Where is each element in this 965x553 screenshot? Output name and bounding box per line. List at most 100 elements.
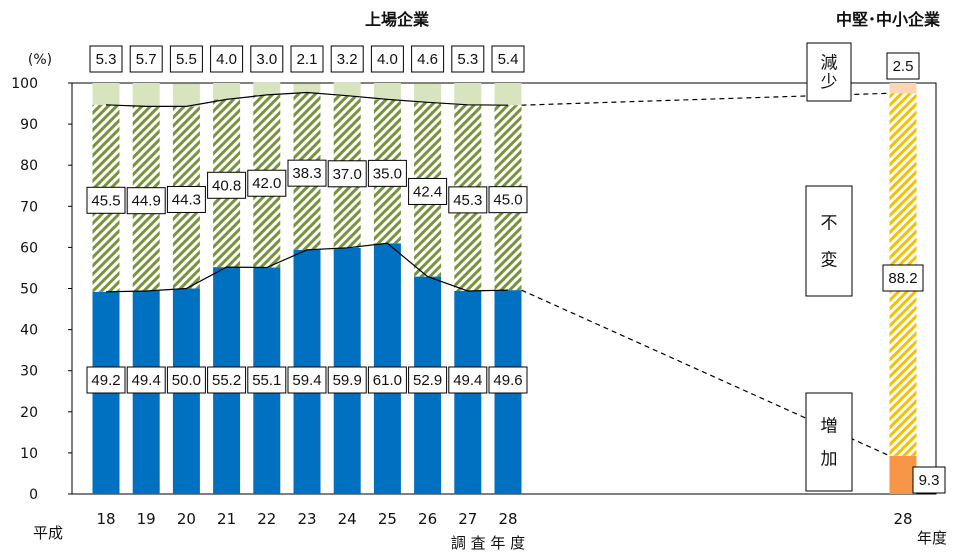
data-label-decrease: 5.3 — [451, 45, 485, 73]
data-label-decrease: 4.0 — [370, 45, 404, 73]
data-label-unchanged: 40.8 — [207, 171, 247, 199]
legend-unchanged-text: 不 — [821, 214, 838, 234]
data-label-unchanged: 35.0 — [367, 159, 407, 187]
data-label-increase: 49.4 — [126, 366, 166, 394]
y-tick-label: 80 — [20, 158, 38, 174]
sme-data-label-unchanged: 88.2 — [882, 264, 924, 292]
data-label-decrease-text: 3.2 — [337, 51, 358, 68]
data-label-unchanged-text: 40.8 — [212, 177, 241, 194]
y-tick-label: 90 — [20, 117, 38, 133]
data-label-unchanged-text: 44.3 — [172, 191, 201, 208]
data-label-decrease-text: 4.0 — [377, 51, 398, 68]
sme-group-label: 中堅･中小企業 — [836, 10, 941, 29]
x-tick-label: 25 — [378, 510, 397, 528]
data-label-unchanged-text: 45.3 — [453, 192, 482, 209]
data-label-increase-box — [287, 366, 327, 394]
data-label-decrease: 3.0 — [250, 45, 284, 73]
bar-decrease — [373, 83, 401, 100]
data-label-decrease-box — [491, 45, 525, 73]
y-tick-label: 40 — [20, 323, 38, 339]
data-label-increase: 55.1 — [247, 366, 287, 394]
x-tick-label: 26 — [418, 510, 437, 528]
data-label-decrease: 2.1 — [290, 45, 324, 73]
legend-increase-text: 増 — [821, 417, 838, 437]
data-label-unchanged-text: 42.0 — [252, 175, 281, 192]
bar-decrease — [414, 83, 442, 103]
y-tick-label: 100 — [11, 76, 38, 92]
data-label-unchanged-box — [367, 159, 407, 187]
bar-decrease — [333, 82, 361, 96]
data-label-decrease-text: 5.4 — [498, 51, 519, 68]
sme-data-label-decrease: 2.5 — [886, 52, 920, 80]
data-label-unchanged-text: 45.0 — [493, 192, 522, 209]
x-tick-label: 19 — [137, 510, 156, 528]
data-label-increase-text: 59.4 — [292, 372, 321, 389]
data-label-unchanged-box — [327, 160, 367, 188]
sme-data-label-decrease-box — [886, 52, 920, 80]
bar-decrease — [293, 83, 321, 93]
data-label-unchanged: 44.3 — [166, 185, 206, 213]
data-label-decrease: 5.5 — [169, 45, 203, 73]
sme-data-label-decrease-text: 2.5 — [893, 58, 914, 75]
y-tick-label: 60 — [20, 240, 38, 256]
bar-decrease — [132, 83, 160, 107]
data-label-unchanged: 44.9 — [126, 187, 166, 215]
data-label-decrease-text: 5.3 — [96, 51, 117, 68]
data-label-increase-box — [126, 366, 166, 394]
data-label-unchanged-text: 42.4 — [413, 183, 442, 200]
data-label-increase-text: 49.6 — [493, 372, 522, 389]
x-axis-title: 調 査 年 度 — [451, 534, 525, 552]
data-label-increase: 61.0 — [367, 366, 407, 394]
data-label-increase: 59.9 — [327, 366, 367, 394]
data-label-decrease: 5.4 — [491, 45, 525, 73]
data-label-decrease-box — [290, 45, 324, 73]
data-label-unchanged-text: 38.3 — [292, 165, 321, 182]
sme-bar-decrease — [889, 83, 917, 94]
data-label-increase-text: 50.0 — [172, 372, 201, 389]
data-label-increase-text: 55.2 — [212, 372, 241, 389]
data-label-decrease-text: 4.0 — [216, 51, 237, 68]
sme-data-label-increase: 9.3 — [912, 466, 946, 494]
legend-increase-text: 加 — [821, 449, 838, 469]
data-label-increase-box — [367, 366, 407, 394]
x-tick-label: 27 — [458, 510, 477, 528]
data-label-unchanged: 42.4 — [408, 177, 448, 205]
legend-unchanged: 不変 — [805, 185, 853, 297]
data-label-unchanged: 45.3 — [448, 186, 488, 214]
data-label-unchanged-box — [488, 186, 528, 214]
x-tick-label: 24 — [338, 510, 357, 528]
sme-data-label-unchanged-text: 88.2 — [888, 270, 917, 287]
legend-decrease-box — [806, 42, 852, 102]
data-label-decrease-box — [129, 45, 163, 73]
bar-decrease — [172, 83, 200, 107]
y-tick-label: 70 — [20, 199, 38, 215]
data-label-increase-box — [327, 366, 367, 394]
data-label-increase-box — [86, 366, 126, 394]
x-tick-label: 23 — [297, 510, 316, 528]
legend-decrease-text: 少 — [821, 73, 838, 93]
sme-x-tick-label: 28 — [893, 510, 912, 528]
sme-data-label-increase-text: 9.3 — [919, 472, 940, 489]
data-label-decrease-box — [89, 45, 123, 73]
data-label-decrease: 3.2 — [330, 45, 364, 73]
data-label-decrease: 5.3 — [89, 45, 123, 73]
data-label-increase: 55.2 — [207, 366, 247, 394]
y-tick-label: 10 — [20, 446, 38, 462]
bar-decrease — [92, 83, 120, 105]
sme-data-label-unchanged-box — [882, 264, 924, 292]
data-label-decrease: 5.7 — [129, 45, 163, 73]
data-label-increase-text: 52.9 — [413, 372, 442, 389]
data-label-increase-box — [408, 366, 448, 394]
data-label-increase-box — [166, 366, 206, 394]
data-label-increase: 59.4 — [287, 366, 327, 394]
x-tick-label: 18 — [96, 510, 115, 528]
data-label-increase-box — [207, 366, 247, 394]
data-label-unchanged-box — [287, 159, 327, 187]
legend-decrease-text: 減 — [821, 53, 838, 73]
data-label-decrease-text: 2.1 — [297, 51, 318, 68]
sme-data-label-increase-box — [912, 466, 946, 494]
data-label-decrease-text: 5.5 — [176, 51, 197, 68]
data-label-increase: 49.4 — [448, 366, 488, 394]
data-label-unchanged-box — [126, 187, 166, 215]
